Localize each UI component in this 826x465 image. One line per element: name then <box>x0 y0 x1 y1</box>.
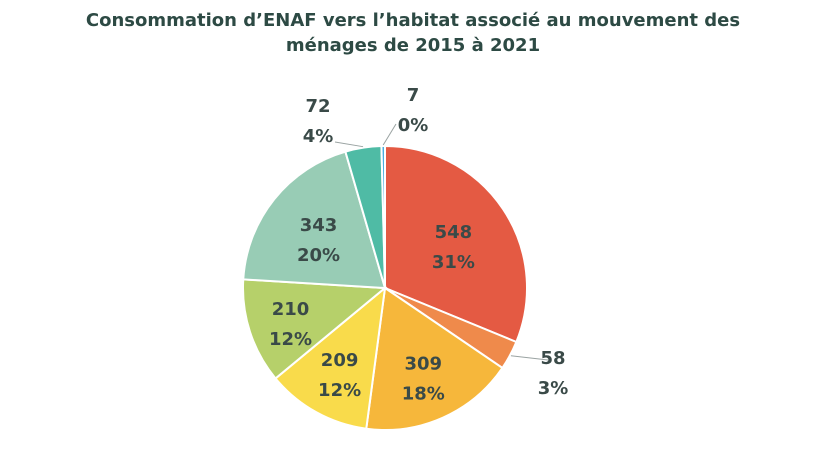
pie-slice-0 <box>384 144 528 344</box>
slice-value-label-6: 72 <box>305 96 330 117</box>
chart-title: Consommation d’ENAF vers l’habitat assoc… <box>0 8 826 58</box>
slice-value-label-1: 58 <box>540 348 565 369</box>
pie-slice-5 <box>242 150 387 290</box>
pie-slice-4 <box>242 278 388 380</box>
chart-title-line-2: ménages de 2015 à 2021 <box>285 35 541 56</box>
slice-value-label-4: 210 <box>272 299 310 320</box>
pie-slice-3 <box>274 285 387 430</box>
slice-value-label-3: 209 <box>321 350 359 371</box>
slice-value-label-7: 7 <box>407 85 420 106</box>
slice-value-label-5: 343 <box>300 215 338 236</box>
leader-line-7 <box>382 123 397 146</box>
slice-value-label-2: 309 <box>405 354 443 375</box>
slice-percent-label-6: 4% <box>303 126 334 147</box>
slice-percent-label-4: 12% <box>269 329 312 350</box>
pie-slice-2 <box>365 286 504 431</box>
slice-value-label-0: 548 <box>435 222 473 243</box>
slice-percent-label-1: 3% <box>538 378 569 399</box>
slice-percent-label-5: 20% <box>297 245 340 266</box>
leader-line-1 <box>510 355 549 361</box>
pie-slice-7 <box>380 144 386 289</box>
slice-percent-label-7: 0% <box>398 115 429 136</box>
slice-percent-label-3: 12% <box>318 380 361 401</box>
slice-percent-label-0: 31% <box>432 252 475 273</box>
leader-line-6 <box>334 141 364 148</box>
slice-percent-label-2: 18% <box>402 384 445 405</box>
chart-title-line-1: Consommation d’ENAF vers l’habitat assoc… <box>85 10 741 31</box>
